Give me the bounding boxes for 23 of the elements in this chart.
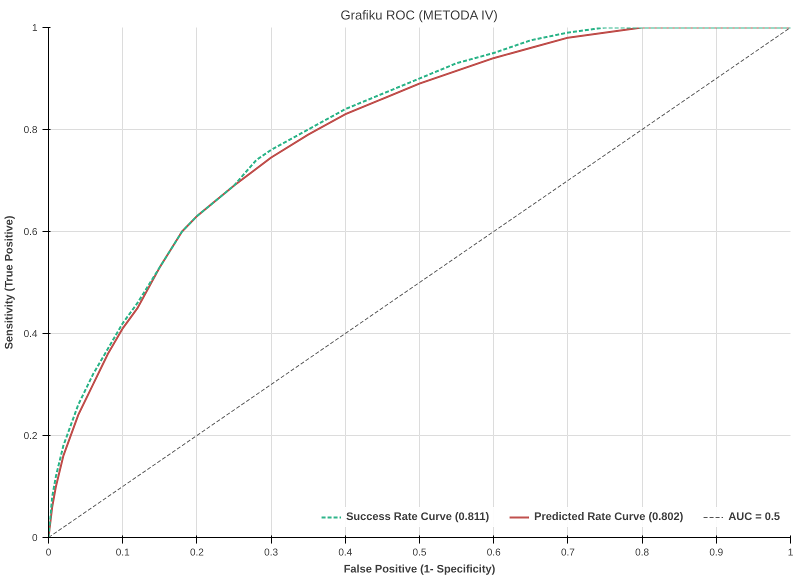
x-tick-label: 1 [788,548,794,558]
legend-label: Success Rate Curve (0.811) [346,511,490,523]
y-tick-label: 0 [32,533,38,544]
legend-label: AUC = 0.5 [728,511,780,523]
legend-label: Predicted Rate Curve (0.802) [534,511,684,523]
x-axis-title: False Positive (1- Specificity) [344,564,496,576]
y-tick-label: 0.2 [24,431,38,442]
y-tick-label: 0.6 [24,227,38,238]
x-tick-label: 0.1 [116,548,130,558]
y-tick-label: 0.4 [24,329,38,340]
chart-title: Grafiku ROC (METODA IV) [340,8,498,22]
y-tick-label: 0.8 [24,125,38,136]
x-tick-label: 0.8 [635,548,650,558]
x-tick-label: 0 [46,548,52,558]
x-tick-label: 0.5 [412,548,427,558]
y-tick-label: 1 [32,23,38,34]
x-tick-label: 0.7 [560,548,576,558]
x-tick-label: 0.4 [338,548,353,558]
x-tick-label: 0.6 [486,548,502,558]
x-tick-label: 0.9 [709,548,724,558]
x-tick-label: 0.2 [190,548,204,558]
x-tick-label: 0.3 [264,548,278,558]
y-axis-title: Sensitivity (True Positive) [4,215,16,350]
